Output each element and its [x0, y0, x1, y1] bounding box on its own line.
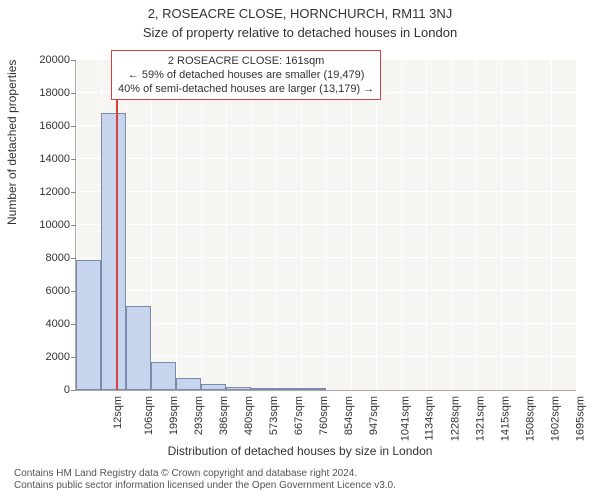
y-tick-label: 20000 — [30, 54, 70, 66]
x-tick-label: 1321sqm — [474, 396, 486, 441]
gridline-v — [251, 60, 252, 390]
gridline-v — [176, 60, 177, 390]
histogram-bar — [176, 378, 201, 390]
y-tick-label: 6000 — [30, 285, 70, 297]
y-tick-label: 0 — [30, 384, 70, 396]
x-tick-label: 1041sqm — [399, 396, 411, 441]
y-tick-label: 2000 — [30, 351, 70, 363]
info-line-1: 2 ROSEACRE CLOSE: 161sqm — [118, 54, 374, 68]
x-tick-label: 293sqm — [193, 396, 205, 435]
x-tick-label: 947sqm — [368, 396, 380, 435]
histogram-bar — [276, 388, 301, 390]
y-tick-label: 8000 — [30, 252, 70, 264]
gridline-v — [301, 60, 302, 390]
histogram-bar — [76, 260, 101, 390]
x-tick-label: 1415sqm — [499, 396, 511, 441]
y-tick-label: 12000 — [30, 186, 70, 198]
x-tick-label: 1228sqm — [449, 396, 461, 441]
histogram-bar — [251, 388, 276, 390]
x-tick-label: 1134sqm — [423, 396, 435, 440]
gridline-v — [401, 60, 402, 390]
histogram-bar — [301, 388, 326, 390]
x-tick-label: 386sqm — [218, 396, 230, 435]
histogram-bar — [201, 384, 226, 390]
gridline-v — [226, 60, 227, 390]
info-line-3: 40% of semi-detached houses are larger (… — [118, 82, 374, 96]
gridline-v — [351, 60, 352, 390]
gridline-v — [326, 60, 327, 390]
histogram-bar — [101, 113, 126, 390]
x-tick-label: 106sqm — [143, 396, 155, 435]
histogram-bar — [151, 362, 176, 390]
gridline-v — [501, 60, 502, 390]
x-tick-label: 573sqm — [268, 396, 280, 435]
x-tick-label: 1508sqm — [524, 396, 536, 441]
gridline-v — [476, 60, 477, 390]
gridline-v — [376, 60, 377, 390]
gridline-v — [201, 60, 202, 390]
gridline-v — [576, 60, 577, 390]
x-tick-label: 480sqm — [243, 396, 255, 435]
x-tick-label: 1602sqm — [549, 396, 561, 441]
attribution-footer: Contains HM Land Registry data © Crown c… — [14, 468, 396, 492]
gridline-v — [451, 60, 452, 390]
y-tick-label: 14000 — [30, 153, 70, 165]
histogram-plot: 2 ROSEACRE CLOSE: 161sqm ← 59% of detach… — [75, 60, 576, 391]
figure-container: 2, ROSEACRE CLOSE, HORNCHURCH, RM11 3NJ … — [0, 0, 600, 500]
gridline-v — [276, 60, 277, 390]
footer-line-1: Contains HM Land Registry data © Crown c… — [14, 468, 396, 480]
x-tick-label: 12sqm — [112, 396, 124, 429]
x-tick-label: 667sqm — [293, 396, 305, 435]
gridline-v — [426, 60, 427, 390]
marker-line — [116, 60, 118, 390]
y-tick-label: 18000 — [30, 87, 70, 99]
gridline-v — [551, 60, 552, 390]
y-axis-label: Number of detached properties — [5, 60, 19, 225]
y-tick-label: 16000 — [30, 120, 70, 132]
chart-title: 2, ROSEACRE CLOSE, HORNCHURCH, RM11 3NJ — [0, 6, 600, 21]
y-tick-label: 4000 — [30, 318, 70, 330]
y-tick-label: 10000 — [30, 219, 70, 231]
x-tick-label: 199sqm — [168, 396, 180, 435]
marker-info-box: 2 ROSEACRE CLOSE: 161sqm ← 59% of detach… — [111, 50, 381, 100]
x-axis-label: Distribution of detached houses by size … — [0, 444, 600, 458]
gridline-v — [526, 60, 527, 390]
info-line-2: ← 59% of detached houses are smaller (19… — [118, 68, 374, 82]
x-tick-label: 1695sqm — [574, 396, 586, 441]
histogram-bar — [226, 387, 251, 390]
histogram-bar — [126, 306, 151, 390]
x-tick-label: 854sqm — [343, 396, 355, 435]
x-tick-label: 760sqm — [318, 396, 330, 435]
gridline-v — [151, 60, 152, 390]
chart-subtitle: Size of property relative to detached ho… — [0, 25, 600, 40]
footer-line-2: Contains public sector information licen… — [14, 480, 396, 492]
